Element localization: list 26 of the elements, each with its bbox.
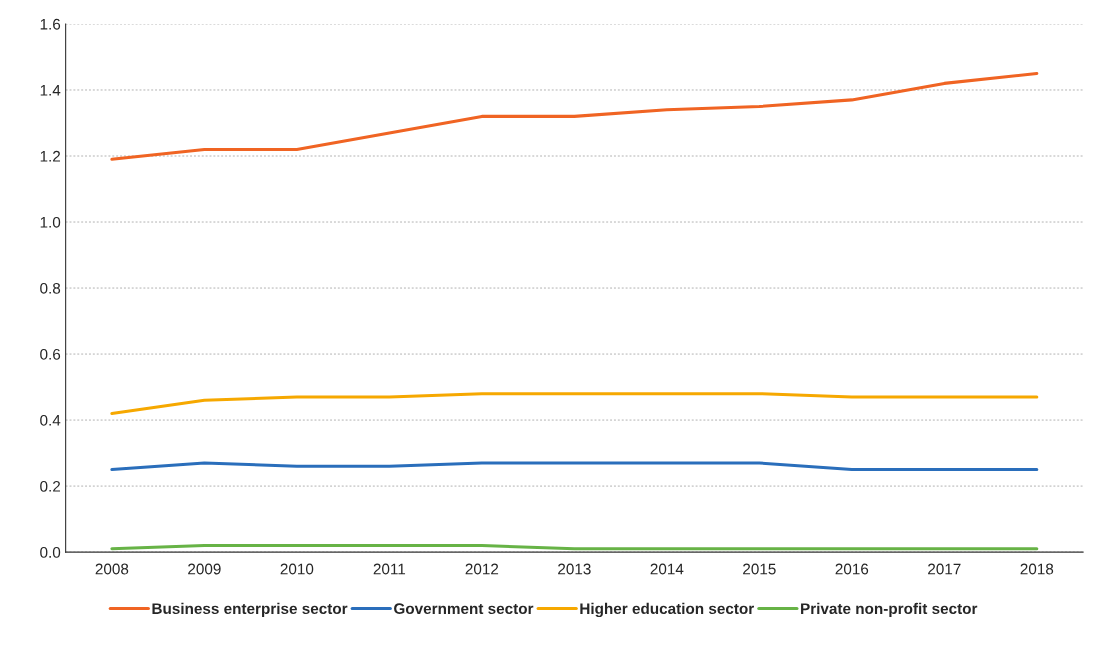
x-tick-label: 2012 xyxy=(465,563,499,575)
legend-label: Government sector xyxy=(394,603,534,615)
x-tick-label: 2016 xyxy=(835,563,869,575)
line-series xyxy=(110,392,1039,415)
x-tick-label: 2014 xyxy=(650,563,684,575)
legend-label: Higher education sector xyxy=(580,602,754,618)
y-tick-label: 1.0 xyxy=(40,216,61,228)
x-tick-label: 2018 xyxy=(1020,563,1054,575)
legend-label: Private non-profit sector xyxy=(801,602,978,618)
y-tick-label: 1.4 xyxy=(40,85,61,96)
y-tick-label: 0.6 xyxy=(40,348,61,360)
x-tick-label: 2009 xyxy=(188,563,221,575)
legend-label: Business enterprise sector xyxy=(152,602,348,618)
x-tick-label: 2015 xyxy=(743,563,776,575)
x-tick-label: 2010 xyxy=(280,563,314,575)
y-tick-label: 0.4 xyxy=(40,414,61,426)
y-tick-label: 0.2 xyxy=(40,480,61,492)
y-tick-label: 0.8 xyxy=(40,282,61,294)
x-tick-label: 2008 xyxy=(95,563,129,575)
line-series xyxy=(110,71,1039,161)
y-tick-label: 0.0 xyxy=(40,546,61,558)
x-tick-label: 2017 xyxy=(928,563,961,575)
y-tick-label: 1.6 xyxy=(40,18,61,30)
x-tick-label: 2011 xyxy=(373,563,406,575)
x-tick-label: 2013 xyxy=(558,563,591,575)
y-tick-label: 1.2 xyxy=(40,150,61,162)
